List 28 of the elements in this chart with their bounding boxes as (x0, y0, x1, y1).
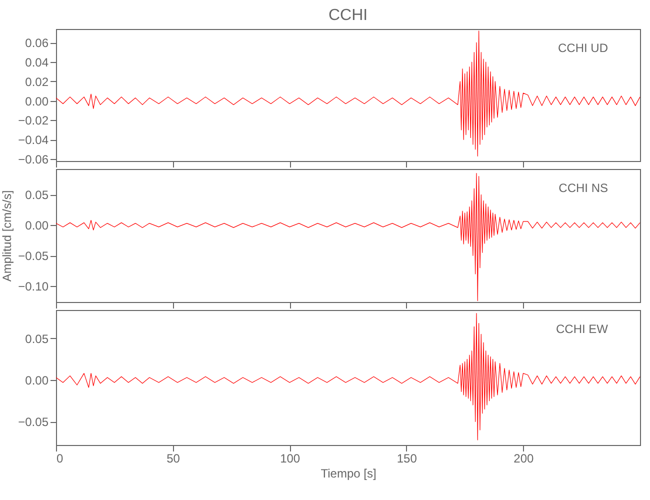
line-series (56, 172, 640, 302)
y-tick-label: −0.05 (18, 249, 49, 264)
y-tick-label: 0.05 (25, 332, 49, 346)
text: CCHI UD (558, 41, 608, 55)
y-tick-label: 0.02 (25, 74, 49, 89)
line-series (56, 30, 640, 156)
text: CCHI EW (556, 322, 609, 336)
x-tick-label: 50 (166, 452, 180, 466)
y-tick-label: −0.06 (18, 152, 49, 167)
y-tick-label: 0.00 (25, 94, 49, 108)
text: CCHI NS (558, 181, 608, 195)
y-tick-label: −0.10 (18, 280, 49, 294)
x-axis-title: Tiempo [s] (320, 466, 376, 480)
y-tick-label: 0.06 (25, 36, 49, 50)
x-tick-label: 200 (514, 452, 534, 466)
x-tick-label: 100 (280, 452, 300, 466)
y-tick-label: 0.00 (25, 218, 49, 233)
y-tick-label: 0.04 (25, 56, 49, 70)
x-tick-label: 0 (56, 452, 64, 466)
y-tick-label: 0.00 (25, 374, 49, 388)
y-axis-title: Amplitud [cm/s/s] (0, 190, 14, 282)
y-tick-label: 0.05 (25, 188, 49, 202)
line-series (56, 313, 640, 440)
x-tick-label: 150 (396, 452, 418, 466)
y-tick-label: −0.05 (18, 415, 49, 430)
y-tick-label: −0.02 (18, 114, 49, 128)
chart-title: CCHI (328, 7, 368, 24)
y-tick-label: −0.04 (18, 133, 49, 148)
